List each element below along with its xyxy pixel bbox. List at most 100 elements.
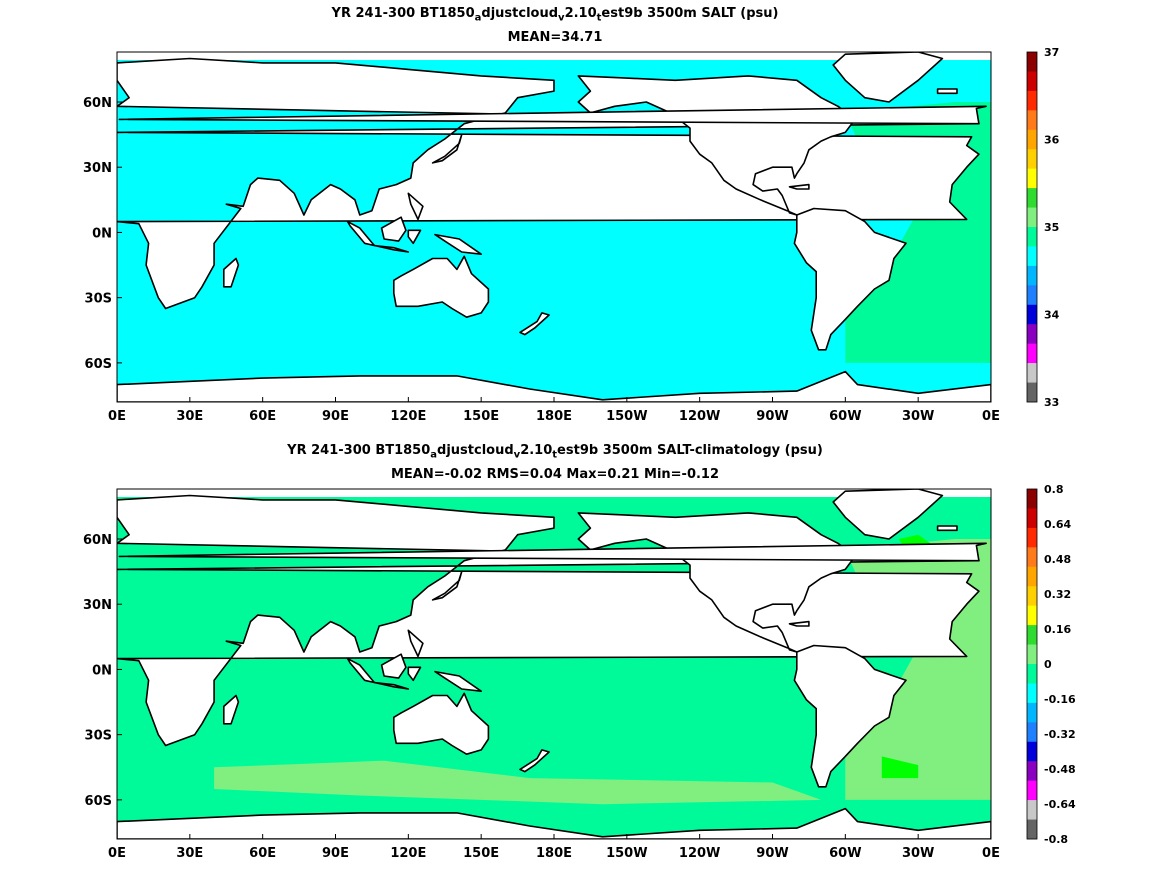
colorbar-label: 0.32 [1044,588,1071,601]
lon-tick-label: 120E [390,846,426,861]
colorbar-segment [1027,508,1037,529]
lon-tick-label: 90E [322,846,349,861]
lon-tick-label: 60W [829,409,861,424]
coastline [793,207,907,351]
colorbar-segment [1027,741,1037,762]
panel2-stats: MEAN=-0.02 RMS=0.04 Max=0.21 Min=-0.12 [390,467,720,482]
lon-tick-label: 150W [606,409,647,424]
colorbar-1: 37 36 35 34 33 [1026,46,1060,409]
lon-tick-label: 150E [463,409,499,424]
coastline [118,542,987,562]
lon-tick-label: 90W [756,846,788,861]
coastline [832,489,944,540]
colorbar-segment [1027,343,1037,364]
lon-tick-label: 30E [176,846,203,861]
colorbar-2: 0.8 0.64 0.48 0.32 0.16 0 -0.16 -0.32 -0.48 -0.64… [1026,483,1076,846]
lon-tick-label: 90W [756,409,788,424]
colorbar-label: 33 [1044,396,1059,409]
coastline [788,620,810,627]
map-area-1 [117,52,991,402]
lon-tick-label: 30W [902,846,934,861]
colorbar-label: -0.48 [1044,763,1076,776]
colorbar-segment [1027,110,1037,131]
colorbar-segment [1027,800,1037,820]
coastline [346,220,376,247]
lat-tick-label: 60N [83,96,112,111]
colorbar-label: 0.16 [1044,623,1071,636]
map-area-2 [117,489,991,839]
colorbar-segment [1027,207,1037,228]
map-panel-2: 0E 30E 60E 90E 120E 150E 180E 150W 120W 90W 60W 30W… [83,483,1076,861]
coastline [118,105,987,125]
colorbar-segment [1027,246,1037,267]
colorbar-segment [1027,489,1037,509]
colorbar-segment [1027,52,1037,72]
coastline [373,681,410,690]
colorbar-label: -0.32 [1044,728,1076,741]
lon-tick-label: 180E [536,409,572,424]
coastline [392,255,490,319]
colorbar-segment [1027,683,1037,704]
colorbar-segment [1027,586,1037,606]
coastline [788,183,810,190]
colorbar-segment [1027,547,1037,568]
colorbar-segment [1027,664,1037,684]
colorbar-segment [1027,722,1037,743]
panel1-stats: MEAN=34.71 [507,30,603,45]
colorbar-segment [1027,644,1037,665]
coastline [380,216,407,242]
coastline [407,229,422,245]
colorbar-segment [1027,227,1037,247]
coastline [519,749,550,773]
colorbar-segment [1027,605,1037,626]
coastline [407,629,424,658]
lon-tick-label: 60E [249,846,276,861]
coastline [431,133,463,164]
colorbar-label: -0.8 [1044,833,1068,846]
coastline [373,244,410,253]
colorbar-frame [1026,488,1038,840]
lon-tick-label: 90E [322,409,349,424]
lon-tick-label: 0E [108,846,126,861]
colorbar-segment [1027,265,1037,286]
colorbar-segment [1027,129,1037,150]
colorbar-segment [1027,363,1037,383]
lat-tick-label: 30N [83,598,112,613]
colorbar-segment [1027,566,1037,587]
colorbar-label: 0.64 [1044,518,1071,531]
southern-ocean-field [214,760,822,805]
coastline [117,807,991,839]
lon-tick-label: 120W [679,409,720,424]
lat-tick-label: 0N [92,226,112,241]
lat-tick-label: 60S [85,794,112,809]
coastline [407,192,424,221]
colorbar-label: 37 [1044,46,1059,59]
colorbar-label: 35 [1044,221,1059,234]
colorbar-segment [1027,382,1037,403]
colorbar-segment [1027,780,1037,801]
coastline [117,370,991,402]
coastline [434,233,483,255]
lon-tick-label: 60E [249,409,276,424]
lon-tick-label: 120E [390,409,426,424]
lat-tick-label: 60N [83,533,112,548]
lat-tick-label: 30S [85,292,112,307]
colorbar-segment [1027,149,1037,169]
coastline [392,692,490,756]
lon-tick-label: 30W [902,409,934,424]
colorbar-segment [1027,527,1037,548]
colorbar-segment [1027,761,1037,781]
lon-tick-label: 120W [679,846,720,861]
colorbar-frame [1026,51,1038,403]
coastline [519,312,550,336]
colorbar-label: 0.8 [1044,483,1064,496]
coastline [434,670,483,693]
lon-tick-label: 0E [982,846,1000,861]
arctic-mask [117,52,991,60]
lon-tick-label: 180E [536,846,572,861]
lon-tick-label: 60W [829,846,861,861]
colorbar-label: 36 [1044,134,1060,147]
colorbar-segment [1027,324,1037,344]
colorbar-segment [1027,304,1037,325]
